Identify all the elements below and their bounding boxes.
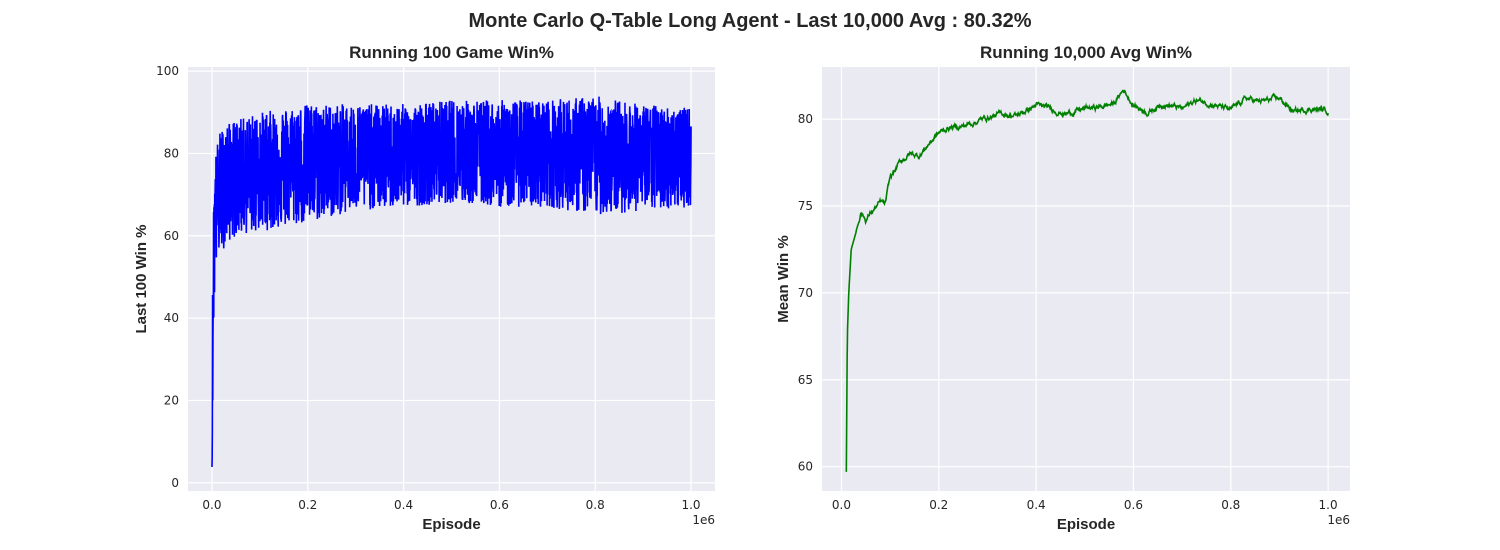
x-tick-label: 0.0 — [202, 498, 221, 512]
x-axis-label: Episode — [1057, 516, 1115, 533]
x-tick-label: 0.8 — [1221, 498, 1240, 512]
chart-panel-left: 0.0 0.2 0.4 0.6 0.8 1.0 0 20 40 60 80 100 1e6 Running… — [133, 43, 715, 533]
x-tick-label: 0.0 — [832, 498, 851, 512]
y-tick-label: 70 — [798, 286, 813, 300]
series-line-last100 — [211, 96, 692, 467]
chart-title: Running 100 Game Win% — [349, 43, 554, 62]
y-tick-label: 80 — [164, 146, 179, 160]
y-tick-label: 60 — [164, 229, 179, 243]
y-tick-label: 75 — [798, 199, 813, 213]
y-tick-label: 40 — [164, 311, 179, 325]
x-tick-label: 0.8 — [586, 498, 605, 512]
chart-panel-right: 0.0 0.2 0.4 0.6 0.8 1.0 60 65 70 75 80 1e6 Running 1… — [775, 43, 1350, 533]
x-tick-label: 0.2 — [298, 498, 317, 512]
x-tick-label: 1.0 — [1319, 498, 1338, 512]
x-axis-label: Episode — [422, 516, 480, 533]
y-axis-label: Mean Win % — [775, 235, 792, 322]
x-tick-label: 0.4 — [394, 498, 413, 512]
y-tick-label: 65 — [798, 373, 813, 387]
x-tick-label: 0.6 — [1124, 498, 1143, 512]
series-line-mean — [845, 89, 1329, 472]
x-tick-label: 1.0 — [681, 498, 700, 512]
y-tick-label: 80 — [798, 112, 813, 126]
y-tick-label: 100 — [156, 64, 179, 78]
figure-suptitle: Monte Carlo Q-Table Long Agent - Last 10… — [468, 10, 1031, 32]
x-offset-label: 1e6 — [692, 513, 715, 527]
y-tick-label: 0 — [171, 476, 179, 490]
y-axis-label: Last 100 Win % — [133, 224, 150, 333]
x-tick-label: 0.2 — [929, 498, 948, 512]
y-tick-label: 20 — [164, 393, 179, 407]
plot-area — [822, 67, 1350, 491]
x-tick-label: 0.6 — [490, 498, 509, 512]
x-offset-label: 1e6 — [1327, 513, 1350, 527]
x-tick-label: 0.4 — [1027, 498, 1046, 512]
y-tick-label: 60 — [798, 460, 813, 474]
chart-title: Running 10,000 Avg Win% — [980, 43, 1192, 62]
